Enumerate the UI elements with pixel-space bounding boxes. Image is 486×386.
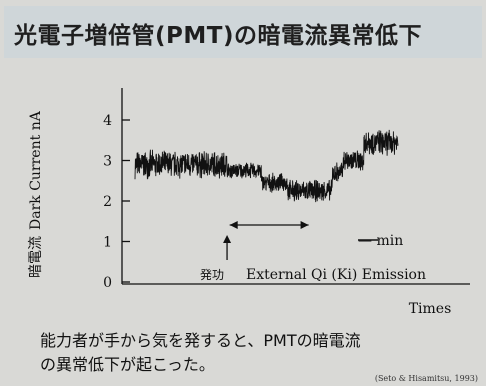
y-tick-label: 2: [103, 194, 112, 210]
caption: 能力者が手から気を発すると、PMTの暗電流 の異常低下が起こった。: [8, 330, 478, 386]
y-tick-label: 0: [103, 275, 112, 291]
y-axis-label: Dark Current nA: [28, 110, 44, 230]
citation: (Seto & Hisamitsu, 1993): [374, 374, 478, 383]
chart-area: 0 1 2 3 4 暗電流 Dark Current nA Times — min 発功…: [0, 60, 486, 330]
y-tick-label: 1: [103, 235, 112, 251]
low-period-arrow: [229, 221, 309, 229]
caption-line-1: 能力者が手から気を発すると、PMTの暗電流: [40, 331, 361, 350]
dark-current-trace: [134, 129, 399, 260]
chart-axes: [121, 88, 470, 285]
low-period-arrow-right-head: [300, 221, 309, 229]
x-axis-label: Times: [409, 301, 452, 317]
emission-onset-arrow-head: [223, 235, 232, 243]
y-tick-group: 0 1 2 3 4: [103, 113, 130, 291]
title-bar: [4, 6, 482, 58]
y-tick-label: 3: [103, 154, 112, 170]
scale-bar-label: — min: [358, 233, 403, 249]
caption-line-2: の異常低下が起こった。: [40, 355, 215, 374]
y-axis-label-jp: 暗電流: [28, 236, 44, 278]
emission-label: External Qi (Ki) Emission: [246, 267, 426, 283]
slide-title: 光電子増倍管(PMT)の暗電流異常低下: [14, 23, 422, 49]
low-period-arrow-left-head: [229, 221, 238, 229]
y-tick-label: 4: [103, 113, 112, 129]
dark-current-line: [134, 129, 399, 203]
dark-current-chart: 0 1 2 3 4 暗電流 Dark Current nA Times — min 発功…: [28, 88, 470, 317]
emission-arrow-label-jp: 発功: [200, 268, 224, 282]
